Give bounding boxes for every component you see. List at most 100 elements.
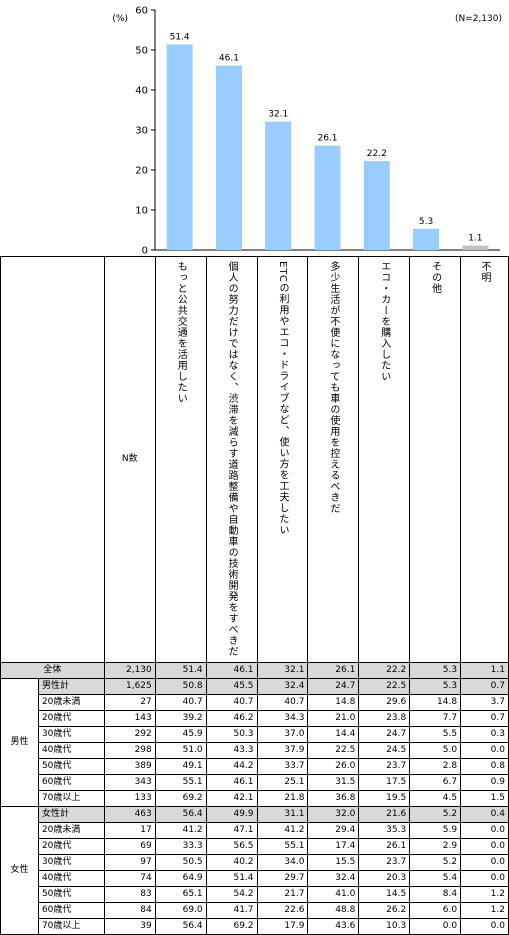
value-cell: 5.2 (409, 806, 462, 823)
bar (265, 121, 292, 250)
row-label: 60歳代 (37, 902, 105, 919)
value-cell: 46.1 (205, 662, 258, 679)
value-cell: 32.4 (307, 870, 360, 887)
table-row: 40歳代 298 51.0 43.3 37.9 22.5 24.5 5.0 0.0 (1, 742, 509, 759)
value-cell: 17.9 (256, 918, 309, 935)
value-cell: 25.1 (256, 774, 309, 791)
value-cell: 41.2 (256, 822, 309, 839)
value-cell: 46.1 (205, 774, 258, 791)
row-label: 男性計 (37, 678, 105, 695)
table-row: 70歳以上 133 69.2 42.1 21.8 36.8 19.5 4.5 1.5 (1, 790, 509, 807)
value-cell: 5.5 (409, 726, 462, 743)
value-cell: 14.8 (409, 694, 462, 711)
total-row: 全体 2,130 51.4 46.1 32.1 26.1 22.2 5.3 1.1 (0, 662, 509, 679)
row-label: 40歳代 (37, 870, 105, 887)
value-cell: 5.2 (409, 854, 462, 871)
value-cell: 31.5 (307, 774, 360, 791)
value-cell: 69.0 (154, 902, 207, 919)
header-row: N数 もっと公共交通を活用したい 個人の努力だけではなく、渋滞を減らす道路整備や自動… (0, 256, 509, 663)
value-cell: 21.7 (256, 886, 309, 903)
table-row: 20歳代 69 33.3 56.5 55.1 17.4 26.1 2.9 0.0 (1, 838, 509, 855)
column-header-text: その他 (429, 261, 441, 294)
value-cell: 50.8 (154, 678, 207, 695)
value-cell: 56.5 (205, 838, 258, 855)
column-header-text: 多少生活が不便になっても車の使用を控えるべきだ (327, 261, 339, 514)
value-cell: 21.6 (358, 806, 411, 823)
value-cell: 14.5 (358, 886, 411, 903)
value-cell: 64.9 (154, 870, 207, 887)
value-cell: 0.0 (460, 822, 509, 839)
n-cell: 1,625 (103, 678, 156, 695)
value-cell: 43.3 (205, 742, 258, 759)
value-cell: 37.9 (256, 742, 309, 759)
row-label: 50歳代 (37, 886, 105, 903)
value-cell: 36.8 (307, 790, 360, 807)
value-cell: 2.9 (409, 838, 462, 855)
n-cell: 17 (103, 822, 156, 839)
value-cell: 40.7 (154, 694, 207, 711)
value-cell: 32.4 (256, 678, 309, 695)
value-cell: 17.5 (358, 774, 411, 791)
value-cell: 54.2 (205, 886, 258, 903)
n-cell: 69 (103, 838, 156, 855)
n-cell: 84 (103, 902, 156, 919)
value-cell: 0.7 (460, 710, 509, 727)
value-cell: 32.0 (307, 806, 360, 823)
column-header-text: ETCの利用やエコ・ドライブなど、使い方を工夫したい (276, 261, 288, 536)
value-cell: 1.5 (460, 790, 509, 807)
bar (166, 44, 193, 251)
value-cell: 26.1 (358, 838, 411, 855)
value-cell: 65.1 (154, 886, 207, 903)
value-cell: 51.4 (154, 662, 207, 679)
table-row: 20歳未満 17 41.2 47.1 41.2 29.4 35.3 5.9 0.0 (1, 822, 509, 839)
row-label: 50歳代 (37, 758, 105, 775)
column-header: もっと公共交通を活用したい (154, 256, 207, 663)
value-cell: 6.7 (409, 774, 462, 791)
table-row: 30歳代 292 45.9 50.3 37.0 14.4 24.7 5.5 0.3 (1, 726, 509, 743)
column-header-text: 不明 (479, 261, 491, 283)
y-tick-label: 20 (135, 166, 148, 177)
value-cell: 48.8 (307, 902, 360, 919)
value-cell: 22.5 (307, 742, 360, 759)
value-cell: 41.2 (154, 822, 207, 839)
column-header: 個人の努力だけではなく、渋滞を減らす道路整備や自動車の技術開発をすべきだ (205, 256, 258, 663)
value-cell: 21.0 (307, 710, 360, 727)
value-cell: 10.3 (358, 918, 411, 935)
row-label: 70歳以上 (37, 918, 105, 935)
n-cell: 27 (103, 694, 156, 711)
value-cell: 56.4 (154, 918, 207, 935)
table-row: 60歳代 343 55.1 46.1 25.1 31.5 17.5 6.7 0.9 (1, 774, 509, 791)
value-cell: 33.7 (256, 758, 309, 775)
table-row: 50歳代 389 49.1 44.2 33.7 26.0 23.7 2.8 0.8 (1, 758, 509, 775)
table-row: 20歳代 143 39.2 46.2 34.3 21.0 23.8 7.7 0.7 (1, 710, 509, 727)
value-cell: 4.5 (409, 790, 462, 807)
value-cell: 34.3 (256, 710, 309, 727)
row-label: 20歳代 (37, 838, 105, 855)
value-cell: 45.5 (205, 678, 258, 695)
row-label: 20歳未満 (37, 694, 105, 711)
value-cell: 40.2 (205, 854, 258, 871)
corner-cell (0, 256, 105, 663)
column-header-text: 個人の努力だけではなく、渋滞を減らす道路整備や自動車の技術開発をすべきだ (226, 261, 238, 657)
row-label: 20歳代 (37, 710, 105, 727)
bar-value-label: 51.4 (170, 32, 190, 42)
table-row: 70歳以上 39 56.4 69.2 17.9 43.6 10.3 0.0 0.0 (1, 918, 509, 935)
value-cell: 55.1 (256, 838, 309, 855)
group-label: 男性 (0, 678, 39, 807)
bar (215, 65, 242, 250)
n-cell: 463 (103, 806, 156, 823)
value-cell: 14.8 (307, 694, 360, 711)
value-cell: 69.2 (205, 918, 258, 935)
y-tick-label: 40 (135, 86, 148, 97)
value-cell: 69.2 (154, 790, 207, 807)
value-cell: 40.7 (256, 694, 309, 711)
value-cell: 6.0 (409, 902, 462, 919)
value-cell: 29.6 (358, 694, 411, 711)
value-cell: 29.7 (256, 870, 309, 887)
bar-value-label: 5.3 (419, 217, 433, 227)
value-cell: 23.7 (358, 758, 411, 775)
value-cell: 26.0 (307, 758, 360, 775)
sample-size-note: (N=2,130) (455, 14, 502, 24)
column-header: 不明 (460, 256, 509, 663)
y-tick-label: 60 (135, 6, 148, 17)
